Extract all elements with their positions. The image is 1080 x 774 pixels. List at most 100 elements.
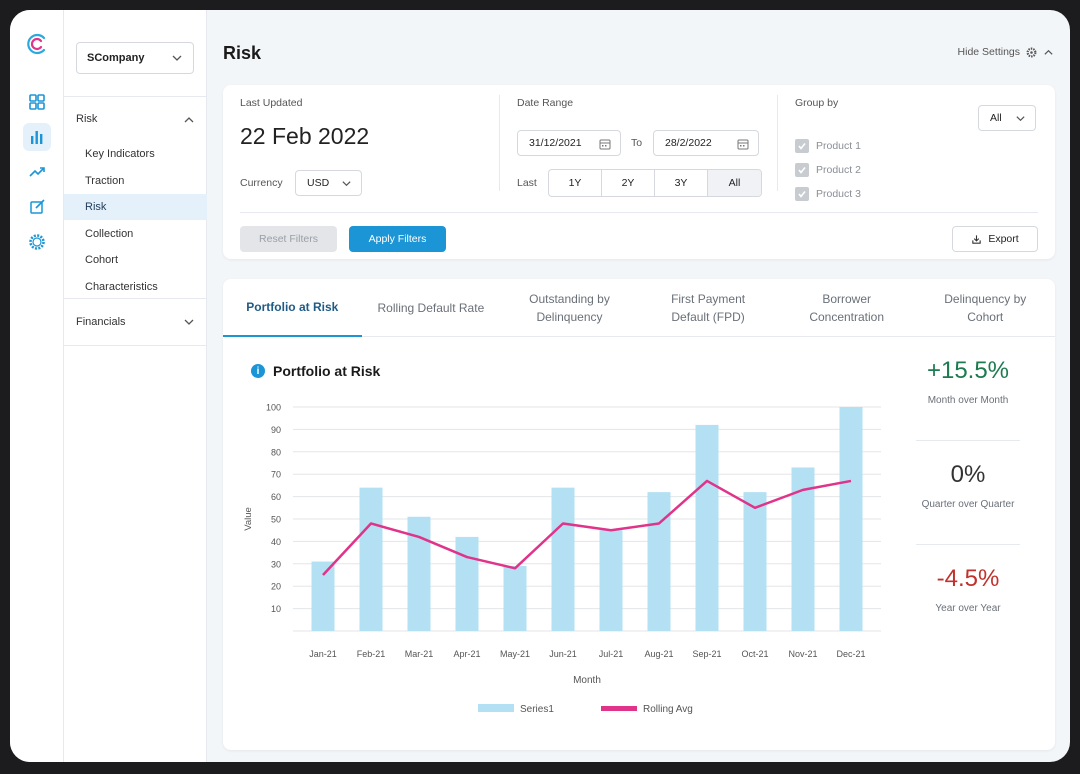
x-tick-label: May-21 [500,649,530,659]
rolling-avg-line [322,479,852,576]
period-3y-button[interactable]: 3Y [655,170,708,196]
date-to-input[interactable]: 28/2/2022 [653,130,759,156]
y-tick-label: 20 [271,582,281,592]
period-2y-button[interactable]: 2Y [602,170,655,196]
last-label: Last [517,177,537,189]
bar [551,487,575,631]
last-updated-value: 22 Feb 2022 [240,123,370,149]
hide-settings-label: Hide Settings [957,46,1020,58]
chevron-up-icon[interactable] [183,114,195,126]
info-icon[interactable]: i [251,364,265,378]
dashboard-grid-icon[interactable] [23,88,51,116]
legend-label-rolling-avg: Rolling Avg [643,704,693,715]
period-all-button[interactable]: All [708,170,761,196]
tab-rolling-default-rate[interactable]: Rolling Default Rate [377,301,485,315]
export-label: Export [988,233,1019,245]
bar [503,566,527,631]
chevron-down-icon[interactable] [183,316,195,328]
tab-portfolio-at-risk[interactable]: Portfolio at Risk [223,279,362,337]
tab-outstanding-by-delinquency[interactable]: Outstanding by Delinquency [529,292,610,324]
main-content: Risk Hide Settings Last Updated 22 Feb 2… [208,10,1070,762]
calendar-icon [737,139,749,150]
sidebar-item-key-indicators[interactable]: Key Indicators [85,148,155,160]
product-3-label: Product 3 [816,188,861,200]
x-tick-label: Nov-21 [788,649,817,659]
period-selector: 1Y 2Y 3Y All [548,169,762,197]
group-by-value: All [990,112,1002,124]
trend-up-icon[interactable] [23,158,51,186]
download-icon [972,234,982,244]
chevron-up-icon [1044,49,1053,55]
sidebar-item-collection[interactable]: Collection [85,228,134,240]
sidebar-item-cohort[interactable]: Cohort [85,254,119,266]
bar [695,424,719,631]
tab-first-payment-default[interactable]: First Payment Default (FPD) [671,292,746,324]
currency-select[interactable]: USD [295,170,362,196]
group-by-select[interactable]: All [978,105,1036,131]
y-tick-label: 60 [271,492,281,502]
date-to-value: 28/2/2022 [665,137,712,149]
y-tick-label: 80 [271,447,281,457]
edit-icon[interactable] [23,193,51,221]
risk-section-header[interactable]: Risk [76,113,98,125]
legend-label-series1: Series1 [520,704,554,715]
bar [647,492,671,631]
apply-filters-button[interactable]: Apply Filters [349,226,446,252]
checkmark-icon [795,163,809,177]
bar [839,407,863,631]
sidebar-item-characteristics[interactable]: Characteristics [85,281,158,293]
export-button[interactable]: Export [952,226,1038,252]
date-from-input[interactable]: 31/12/2021 [517,130,621,156]
stat-value: -4.5% [936,565,1000,592]
bar [743,492,767,631]
stat-caption: Quarter over Quarter [921,499,1015,510]
x-axis-label: Month [573,675,601,686]
sidebar: SCompany Risk Key Indicators Traction Ri… [64,10,207,762]
product-3-checkbox[interactable]: Product 3 [795,187,861,201]
product-2-label: Product 2 [816,164,861,176]
chevron-down-icon [342,181,351,187]
stat-value: +15.5% [926,357,1010,384]
company-select[interactable]: SCompany [76,42,194,74]
divider [916,544,1020,545]
filters-panel: Last Updated 22 Feb 2022 Currency USD Da… [223,85,1055,259]
portfolio-at-risk-chart: 10 20 30 40 50 60 70 80 90 100 Value Jan-21 Feb-21 Ma… [243,403,881,715]
chevron-down-icon [172,55,182,61]
app-logo-icon [27,33,46,55]
reset-filters-button[interactable]: Reset Filters [240,226,337,252]
bar [359,487,383,631]
chart-tabs: Portfolio at Risk Rolling Default Rate O… [223,279,1055,337]
bar-chart-icon[interactable] [23,123,51,151]
x-tick-label: Mar-21 [405,649,434,659]
product-1-checkbox[interactable]: Product 1 [795,139,861,153]
y-tick-label: 90 [271,425,281,435]
financials-section-header[interactable]: Financials [76,316,126,328]
x-tick-label: Aug-21 [644,649,673,659]
period-1y-button[interactable]: 1Y [549,170,602,196]
bar [311,561,335,631]
tab-delinquency-by-cohort[interactable]: Delinquency by Cohort [944,292,1027,324]
product-2-checkbox[interactable]: Product 2 [795,163,861,177]
y-tick-label: 70 [271,470,281,480]
currency-value: USD [307,177,330,189]
stat-caption: Month over Month [927,395,1009,406]
settings-gear-icon[interactable] [23,228,51,256]
divider [777,95,778,191]
y-tick-label: 30 [271,559,281,569]
x-tick-label: Feb-21 [357,649,386,659]
hide-settings-toggle[interactable]: Hide Settings [958,46,1054,58]
sidebar-item-risk[interactable]: Risk [64,194,207,220]
stat-month-over-month: +15.5% Month over Month [916,357,1020,406]
group-by-label: Group by [795,97,839,109]
divider [240,212,1038,213]
last-updated-label: Last Updated [240,97,303,109]
y-tick-label: 10 [271,604,281,614]
chart-panel: Portfolio at Risk Rolling Default Rate O… [223,279,1055,750]
company-select-value: SCompany [87,52,145,64]
to-label: To [631,137,643,149]
chevron-down-icon [1016,116,1025,122]
sidebar-item-traction[interactable]: Traction [85,175,125,187]
tab-borrower-concentration[interactable]: Borrower Concentration [809,292,885,324]
stat-value: 0% [950,461,986,488]
financials-section: Financials [64,298,207,346]
